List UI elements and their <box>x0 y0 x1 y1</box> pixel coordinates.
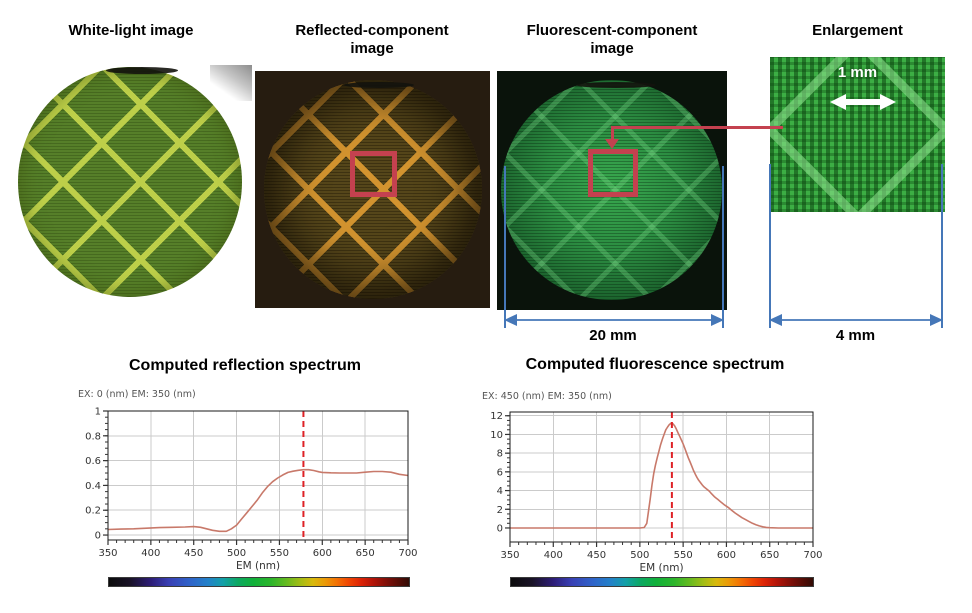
svg-text:12: 12 <box>490 411 503 422</box>
dimension-ext-line-left <box>504 166 506 328</box>
svg-text:550: 550 <box>270 548 289 559</box>
svg-text:450: 450 <box>184 548 203 559</box>
reflected-sample-circle <box>264 80 482 299</box>
svg-text:400: 400 <box>141 548 160 559</box>
dimension-arrow-20mm-icon <box>504 314 724 326</box>
roi-connector-line-vertical <box>611 126 614 140</box>
svg-text:450: 450 <box>587 550 606 561</box>
svg-text:6: 6 <box>497 467 503 478</box>
sample-top-notch <box>106 67 178 74</box>
panel-title-reflected: Reflected-component image <box>295 22 449 57</box>
svg-text:10: 10 <box>490 430 503 441</box>
sample-top-notch <box>344 82 414 88</box>
fluorescent-sample-circle <box>501 80 722 300</box>
panel-title-white-light: White-light image <box>68 22 194 39</box>
svg-text:0.6: 0.6 <box>85 456 101 467</box>
sample-top-notch <box>576 82 656 88</box>
panel-title-enlargement: Enlargement <box>812 22 903 39</box>
svg-text:600: 600 <box>313 548 332 559</box>
white-light-sample-circle <box>18 67 242 297</box>
svg-text:EX: 450 (nm) EM: 350 (nm): EX: 450 (nm) EM: 350 (nm) <box>482 391 612 402</box>
roi-square-fluorescent <box>588 149 638 197</box>
svg-text:650: 650 <box>760 550 779 561</box>
svg-text:2: 2 <box>497 505 503 516</box>
svg-text:700: 700 <box>398 548 417 559</box>
photo-corner-shadow <box>210 65 252 101</box>
svg-text:500: 500 <box>227 548 246 559</box>
svg-text:8: 8 <box>497 449 503 460</box>
svg-text:350: 350 <box>98 548 117 559</box>
svg-text:0: 0 <box>497 523 503 534</box>
fluorescent-component-photo <box>497 71 727 310</box>
roi-square-reflected <box>350 151 397 197</box>
svg-text:EX: 0 (nm) EM: 350 (nm): EX: 0 (nm) EM: 350 (nm) <box>78 389 196 400</box>
reflection-chart-title: Computed reflection spectrum <box>128 357 362 374</box>
svg-text:4: 4 <box>497 486 503 497</box>
svg-text:0.8: 0.8 <box>85 431 101 442</box>
svg-text:0.2: 0.2 <box>85 506 101 517</box>
dimension-label-4mm: 4 mm <box>835 327 876 344</box>
roi-arrow-down-icon <box>605 139 619 149</box>
reflection-spectrum-chart: 350 400 450 500 550 600 650 700 0 0.2 0.4 0.6 0.8 1 EM… <box>78 389 418 572</box>
white-light-photo <box>10 57 252 307</box>
svg-text:EM (nm): EM (nm) <box>639 562 683 574</box>
reflected-component-photo <box>255 71 490 308</box>
dimension-ext-line-left <box>769 164 771 328</box>
panel-title-fluorescent: Fluorescent-component image <box>526 22 698 57</box>
scale-label: 1 mm <box>837 64 878 81</box>
wavelength-colorbar-left <box>108 577 410 587</box>
svg-text:600: 600 <box>717 550 736 561</box>
svg-text:650: 650 <box>356 548 375 559</box>
svg-text:400: 400 <box>544 550 563 561</box>
svg-text:0: 0 <box>95 531 101 542</box>
svg-text:350: 350 <box>500 550 519 561</box>
scale-double-arrow-icon <box>830 94 896 110</box>
svg-text:700: 700 <box>803 550 822 561</box>
fluorescence-spectrum-chart: 350 400 450 500 550 600 650 700 0 2 4 6 8 10 12 EM (nm)… <box>482 391 823 574</box>
dimension-ext-line-right <box>941 164 943 328</box>
svg-text:500: 500 <box>630 550 649 561</box>
svg-text:1: 1 <box>95 407 101 418</box>
enlargement-photo: 1 mm <box>770 57 945 212</box>
wavelength-colorbar-right <box>510 577 814 587</box>
dimension-ext-line-right <box>722 166 724 328</box>
svg-text:0.4: 0.4 <box>85 481 101 492</box>
dimension-arrow-4mm-icon <box>769 314 943 326</box>
fluorescence-chart-title: Computed fluorescence spectrum <box>525 356 785 373</box>
dimension-label-20mm: 20 mm <box>589 327 637 344</box>
roi-connector-line-horizontal <box>611 126 783 129</box>
svg-text:550: 550 <box>674 550 693 561</box>
svg-text:EM (nm): EM (nm) <box>236 560 280 572</box>
